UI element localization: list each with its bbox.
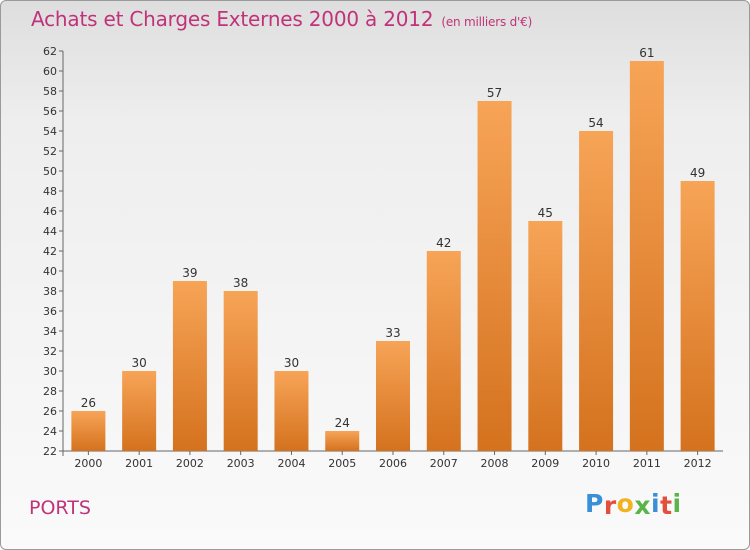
- y-tick-label: 44: [43, 225, 57, 238]
- x-tick-label-2007: 2007: [430, 457, 458, 470]
- x-tick-label-2012: 2012: [684, 457, 712, 470]
- chart-title-text: Achats et Charges Externes 2000 à 2012: [31, 7, 434, 31]
- y-tick-label: 24: [43, 425, 57, 438]
- chart-unit: (en milliers d'€): [441, 15, 533, 29]
- y-tick-label: 60: [43, 65, 57, 78]
- y-tick-label: 56: [43, 105, 57, 118]
- bar-2007: [426, 251, 461, 451]
- x-tick-label-2005: 2005: [328, 457, 356, 470]
- y-tick-label: 34: [43, 325, 57, 338]
- value-label-2009: 45: [538, 206, 553, 220]
- x-tick-label-2011: 2011: [633, 457, 661, 470]
- value-label-2010: 54: [588, 116, 603, 130]
- logo-letter: t: [660, 491, 673, 520]
- value-label-2001: 30: [132, 356, 147, 370]
- bar-2005: [325, 431, 360, 451]
- chart-title: Achats et Charges Externes 2000 à 2012 (e…: [31, 7, 532, 31]
- commune-name: PORTS: [29, 497, 91, 519]
- bar-2002: [172, 281, 207, 451]
- y-tick-label: 42: [43, 245, 57, 258]
- value-label-2000: 26: [81, 396, 96, 410]
- bar-2008: [477, 101, 512, 451]
- x-tick-label-2002: 2002: [176, 457, 204, 470]
- bar-2010: [579, 131, 614, 451]
- x-tick-label-2008: 2008: [481, 457, 509, 470]
- y-tick-label: 40: [43, 265, 57, 278]
- y-tick-label: 36: [43, 305, 57, 318]
- y-tick-label: 58: [43, 85, 57, 98]
- y-tick-label: 62: [43, 45, 57, 58]
- logo-letter: i: [672, 489, 682, 518]
- bar-2000: [71, 411, 106, 451]
- value-label-2002: 39: [182, 266, 197, 280]
- logo-letter: o: [616, 489, 635, 518]
- y-tick-label: 32: [43, 345, 57, 358]
- y-tick-label: 28: [43, 385, 57, 398]
- y-tick-label: 50: [43, 165, 57, 178]
- y-tick-label: 30: [43, 365, 57, 378]
- bar-2006: [376, 341, 410, 451]
- value-label-2012: 49: [690, 166, 705, 180]
- value-label-2006: 33: [385, 326, 400, 340]
- proxiti-logo: Proxiti: [585, 489, 682, 520]
- x-tick-label-2000: 2000: [74, 457, 102, 470]
- y-tick-label: 22: [43, 445, 57, 458]
- value-label-2004: 30: [284, 356, 299, 370]
- x-tick-label-2010: 2010: [582, 457, 610, 470]
- y-tick-label: 48: [43, 185, 57, 198]
- x-tick-label-2001: 2001: [125, 457, 153, 470]
- value-label-2008: 57: [487, 86, 502, 100]
- value-label-2003: 38: [233, 276, 248, 290]
- bar-2004: [274, 371, 309, 451]
- value-label-2005: 24: [335, 416, 350, 430]
- x-tick-label-2003: 2003: [227, 457, 255, 470]
- x-tick-label-2004: 2004: [277, 457, 305, 470]
- logo-letter: x: [634, 491, 651, 520]
- y-tick-label: 46: [43, 205, 57, 218]
- bar-2011: [629, 61, 664, 451]
- bar-2009: [528, 221, 563, 451]
- x-tick-label-2009: 2009: [531, 457, 559, 470]
- value-label-2007: 42: [436, 236, 451, 250]
- logo-letter: i: [651, 489, 661, 518]
- y-tick-label: 52: [43, 145, 57, 158]
- value-label-2011: 61: [639, 46, 654, 60]
- bar-2001: [122, 371, 157, 451]
- y-tick-label: 54: [43, 125, 57, 138]
- x-tick-label-2006: 2006: [379, 457, 407, 470]
- logo-letter: r: [603, 491, 617, 520]
- y-tick-label: 26: [43, 405, 57, 418]
- bar-2003: [223, 291, 258, 451]
- logo-letter: P: [585, 489, 604, 518]
- bar-2012: [680, 181, 715, 451]
- y-tick-label: 38: [43, 285, 57, 298]
